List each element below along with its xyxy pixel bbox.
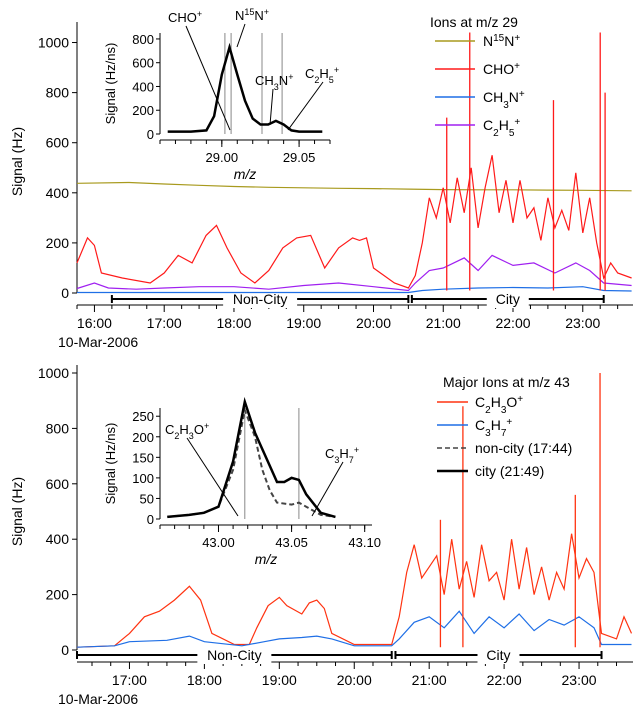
inset-y-tick-label: 400 (132, 79, 154, 94)
inset-curve (167, 42, 323, 133)
x-tick-label: 19:00 (262, 672, 297, 688)
y-tick-label: 600 (46, 135, 70, 151)
legend-entry: C2H3O+ (475, 394, 523, 416)
inset-plot: 0 200 400 600 800 29.00 29.05 Signal (Hz/ns) m/z… (103, 7, 339, 182)
inset-y-axis-label: Signal (Hz/ns) (103, 43, 118, 125)
y-tick-label: 800 (46, 85, 70, 101)
inset-x-tick-label: 43.05 (275, 535, 308, 550)
y-tick-label: 600 (46, 476, 70, 492)
y-tick-label: 1000 (38, 35, 69, 51)
period-label-bg (486, 290, 529, 308)
inset-peak-label: CHO+ (168, 9, 202, 25)
inset-peak-arrow (186, 437, 239, 517)
x-tick-label: 17:00 (147, 315, 182, 331)
x-tick-label: 18:00 (187, 672, 222, 688)
period-label: City (486, 647, 510, 663)
inset-peak-arrow (311, 461, 344, 517)
series-line-CHO+ (76, 155, 632, 289)
x-tick-label: 20:00 (337, 672, 372, 688)
inset-peak-label: CH3N+ (255, 72, 293, 92)
legend-entry: CHO+ (483, 61, 520, 78)
inset-y-tick-label: 0 (147, 512, 154, 527)
inset-y-tick-label: 600 (132, 56, 154, 71)
period-label: Non-City (207, 647, 261, 663)
inset-y-tick-label: 200 (132, 430, 154, 445)
x-tick-label: 23:00 (562, 672, 597, 688)
inset-y-tick-label: 0 (147, 127, 154, 142)
series-line-N15N+ (76, 181, 632, 192)
period-label-bg (223, 290, 298, 308)
series-line-C2H3O+ (76, 533, 633, 648)
inset-x-tick-label: 43.10 (348, 535, 381, 550)
y-tick-label: 1000 (38, 365, 69, 381)
legend-entry: city (21:49) (475, 463, 544, 479)
inset-x-axis-label: m/z (255, 551, 278, 567)
legend-title: Ions at m/z 29 (430, 14, 518, 30)
inset-y-tick-label: 250 (132, 409, 154, 424)
legend-title: Major Ions at m/z 43 (443, 374, 570, 390)
y-tick-label: 0 (61, 285, 69, 301)
legend-entry: non-city (17:44) (475, 440, 572, 456)
inset-peak-label-bg (323, 445, 381, 462)
legend-entry: CH3N+ (483, 89, 525, 111)
period-label: City (496, 291, 520, 307)
x-tick-label: 23:00 (565, 315, 600, 331)
inset-y-tick-label: 800 (132, 32, 154, 47)
inset-peak-arrow (236, 23, 246, 48)
inset-peak-arrow (287, 81, 324, 131)
inset-peak-label: N15N+ (235, 7, 269, 23)
inset-peak-arrow (269, 88, 274, 126)
date-label: 10-Mar-2006 (58, 334, 138, 350)
inset-curve (167, 396, 336, 519)
inset-peak-label: C2H3O+ (165, 421, 209, 441)
y-tick-label: 400 (46, 531, 70, 547)
inset-y-tick-label: 100 (132, 471, 154, 486)
date-label: 10-Mar-2006 (58, 691, 138, 707)
inset-x-tick-label: 29.00 (206, 150, 239, 165)
inset-peak-label: C2H5+ (305, 65, 339, 85)
inset-y-axis-label: Signal (Hz/ns) (103, 423, 118, 505)
period-label-bg (197, 646, 272, 664)
x-tick-label: 22:00 (495, 315, 530, 331)
inset-x-tick-label: 29.05 (283, 150, 316, 165)
series-line-CH3N+ (77, 286, 632, 294)
inset-peak-label-bg (163, 421, 221, 438)
inset-peak-label: C3H7+ (325, 445, 359, 465)
x-tick-label: 18:00 (216, 315, 251, 331)
x-tick-label: 21:00 (412, 672, 447, 688)
x-tick-label: 20:00 (356, 315, 391, 331)
x-tick-label: 19:00 (286, 315, 321, 331)
series-line-C2H5+ (76, 254, 632, 292)
y-axis-label: Signal (Hz) (9, 477, 25, 546)
inset-peak-arrow (185, 25, 231, 131)
legend-entry: C3H7+ (475, 417, 512, 439)
x-tick-label: 17:00 (112, 672, 147, 688)
inset-y-tick-label: 200 (132, 103, 154, 118)
y-tick-label: 0 (61, 642, 69, 658)
series-line-C3H7+ (76, 610, 632, 648)
inset-x-tick-label: 43.00 (202, 535, 235, 550)
period-label-bg (477, 646, 520, 664)
x-tick-label: 22:00 (487, 672, 522, 688)
x-tick-label: 21:00 (426, 315, 461, 331)
y-tick-label: 400 (46, 185, 70, 201)
chart-panel-mz29: 0 200 400 600 800 1000 Signal (Hz) 16:00 17:00 18… (9, 7, 633, 350)
y-tick-label: 200 (46, 235, 70, 251)
inset-y-tick-label: 150 (132, 450, 154, 465)
inset-plot: 0 50 100 150 200 250 43.00 43.05 43.10 Signal (Hz… (103, 396, 381, 567)
y-tick-label: 800 (46, 420, 70, 436)
y-axis-label: Signal (Hz) (9, 127, 25, 196)
period-label: Non-City (233, 291, 287, 307)
legend-entry: N15N+ (483, 33, 520, 50)
inset-y-tick-label: 50 (140, 491, 154, 506)
inset-x-axis-label: m/z (234, 166, 257, 182)
legend-entry: C2H5+ (483, 117, 520, 139)
y-tick-label: 200 (46, 587, 70, 603)
x-tick-label: 16:00 (77, 315, 112, 331)
